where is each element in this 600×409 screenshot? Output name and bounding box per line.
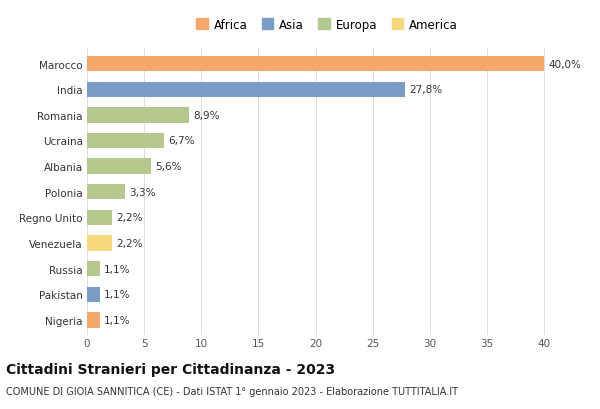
Text: 2,2%: 2,2% xyxy=(117,213,143,223)
Bar xyxy=(87,133,164,149)
Text: 1,1%: 1,1% xyxy=(104,315,131,325)
Bar xyxy=(87,312,100,328)
Text: 8,9%: 8,9% xyxy=(193,110,220,121)
Text: 40,0%: 40,0% xyxy=(549,59,581,70)
Legend: Africa, Asia, Europa, America: Africa, Asia, Europa, America xyxy=(196,19,458,32)
Bar xyxy=(87,210,112,225)
Text: 3,3%: 3,3% xyxy=(129,187,156,197)
Bar xyxy=(87,287,100,302)
Text: 27,8%: 27,8% xyxy=(409,85,442,95)
Text: 6,7%: 6,7% xyxy=(168,136,194,146)
Text: 2,2%: 2,2% xyxy=(117,238,143,248)
Bar xyxy=(87,82,405,98)
Bar xyxy=(87,236,112,251)
Text: 5,6%: 5,6% xyxy=(155,162,182,172)
Text: 1,1%: 1,1% xyxy=(104,264,131,274)
Bar xyxy=(87,159,151,174)
Bar xyxy=(87,261,100,276)
Text: 1,1%: 1,1% xyxy=(104,290,131,299)
Text: COMUNE DI GIOIA SANNITICA (CE) - Dati ISTAT 1° gennaio 2023 - Elaborazione TUTTI: COMUNE DI GIOIA SANNITICA (CE) - Dati IS… xyxy=(6,387,458,396)
Bar xyxy=(87,108,189,123)
Text: Cittadini Stranieri per Cittadinanza - 2023: Cittadini Stranieri per Cittadinanza - 2… xyxy=(6,362,335,376)
Bar xyxy=(87,57,544,72)
Bar xyxy=(87,184,125,200)
